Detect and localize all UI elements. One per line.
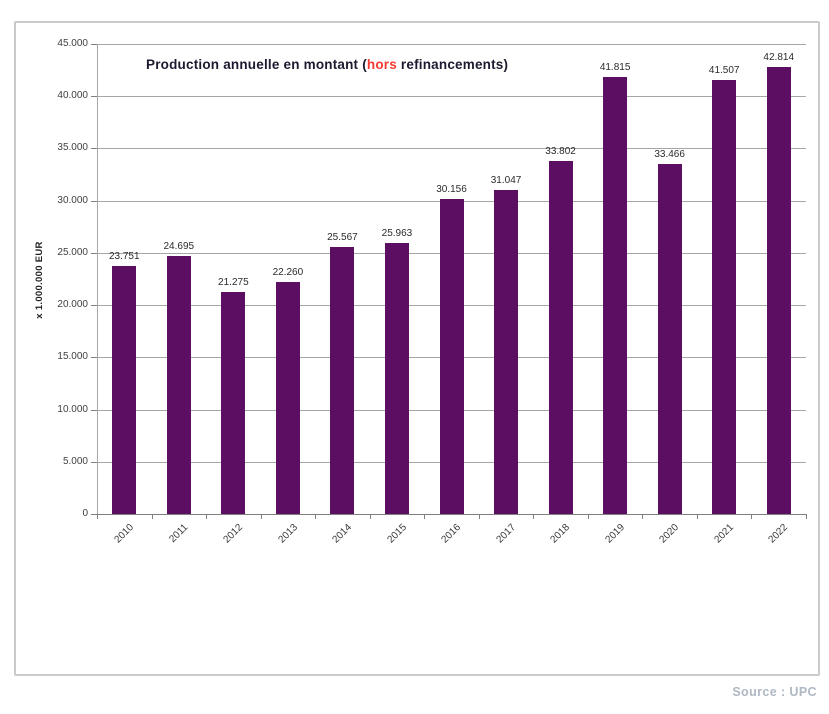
x-axis-category-label: 2011	[167, 522, 191, 545]
x-axis-category-label: 2021	[712, 522, 736, 546]
y-axis-tick	[91, 96, 97, 98]
x-axis-tick	[751, 514, 753, 519]
chart-title: Production annuelle en montant (hors ref…	[146, 57, 508, 72]
x-axis-tick	[478, 514, 480, 519]
x-axis-category-label: 2022	[767, 522, 791, 546]
bar-value-label: 41.507	[708, 65, 740, 77]
y-axis-tick-label: 10.000	[57, 403, 88, 415]
bar-value-label: 25.567	[327, 231, 358, 243]
bar-value-label: 22.260	[272, 266, 304, 278]
y-axis-tick-label: 5.000	[62, 455, 88, 467]
bar-value-label: 33.466	[654, 149, 685, 161]
x-axis-tick	[315, 514, 317, 519]
x-axis-tick	[806, 514, 807, 519]
bar-value-label: 21.275	[218, 276, 249, 288]
bar-value-label: 42.814	[763, 51, 795, 63]
y-axis-tick-label: 0	[82, 508, 88, 519]
x-axis-category-label: 2020	[657, 522, 682, 546]
x-axis-tick	[206, 514, 208, 519]
bar-2011	[166, 256, 191, 514]
bar-2013	[275, 281, 300, 514]
bar-2017	[494, 189, 519, 514]
gridline	[97, 96, 806, 98]
source-label: Source : UPC	[732, 685, 817, 699]
x-axis-tick	[587, 514, 589, 519]
x-axis-category-label: 2015	[385, 522, 409, 546]
bar-2016	[439, 199, 464, 514]
x-axis-category-label: 2018	[548, 522, 573, 546]
x-axis-tick	[369, 514, 371, 519]
bar-2022	[766, 66, 791, 514]
bar-value-label: 30.156	[436, 184, 467, 196]
x-axis-tick	[533, 514, 535, 519]
y-axis-title: x 1.000.000 EUR	[34, 241, 45, 319]
x-axis-tick	[97, 514, 98, 519]
chart-title-suffix: refinancements)	[396, 57, 509, 72]
y-axis-tick	[91, 148, 97, 150]
x-axis-category-label: 2017	[494, 522, 518, 546]
x-axis-tick	[696, 514, 698, 519]
x-axis-tick	[424, 514, 426, 519]
x-axis-category-label: 2010	[112, 522, 137, 546]
y-axis-tick-label: 35.000	[57, 142, 88, 154]
bar-2020	[657, 164, 682, 514]
x-axis-category-label: 2014	[330, 522, 355, 546]
y-axis-tick-label: 15.000	[57, 351, 88, 363]
bar-value-label: 41.815	[599, 62, 631, 74]
bar-2019	[603, 77, 628, 514]
bar-value-label: 24.695	[163, 241, 195, 253]
y-axis-tick-label: 40.000	[57, 90, 88, 102]
y-axis-tick	[91, 305, 97, 307]
chart-frame: Production annuelle en montant (hors ref…	[14, 21, 820, 676]
x-axis-category-label: 2013	[276, 522, 300, 546]
x-axis-line	[97, 514, 806, 515]
y-axis-tick	[91, 44, 97, 45]
bar-2018	[548, 160, 573, 514]
chart-title-highlight: hors	[366, 57, 397, 72]
y-axis-tick	[91, 514, 97, 515]
y-axis-tick-label: 20.000	[57, 299, 88, 311]
y-axis-tick	[91, 252, 97, 254]
gridline	[97, 148, 806, 150]
gridline	[97, 44, 806, 45]
bar-value-label: 33.802	[545, 145, 576, 157]
chart-title-prefix: Production annuelle en montant (	[146, 57, 367, 72]
bar-value-label: 31.047	[490, 174, 522, 186]
y-axis-tick-label: 45.000	[57, 38, 88, 49]
bar-value-label: 23.751	[108, 250, 140, 262]
x-axis-category-label: 2016	[439, 522, 464, 546]
y-axis-tick-label: 25.000	[57, 246, 88, 258]
y-axis-tick	[91, 200, 97, 202]
y-axis-tick	[91, 357, 97, 359]
y-axis-line	[97, 44, 98, 514]
bar-2014	[330, 246, 355, 514]
bar-value-label: 25.963	[381, 227, 413, 239]
y-axis-tick	[91, 409, 97, 411]
y-axis-tick	[91, 461, 97, 463]
x-axis-tick	[151, 514, 153, 519]
y-axis-tick-label: 30.000	[57, 194, 88, 206]
x-axis-tick	[260, 514, 262, 519]
x-axis-category-label: 2019	[603, 522, 627, 546]
x-axis-category-label: 2012	[221, 522, 246, 546]
x-axis-tick	[642, 514, 644, 519]
bar-2010	[112, 265, 137, 514]
bar-2021	[712, 80, 737, 514]
bar-2012	[221, 291, 246, 514]
bar-2015	[384, 242, 409, 514]
